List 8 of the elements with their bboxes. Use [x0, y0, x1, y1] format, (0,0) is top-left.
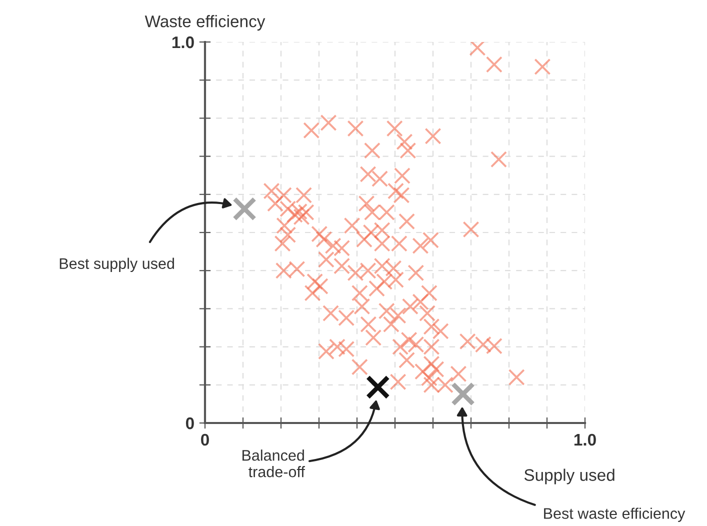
point	[366, 375, 390, 400]
text: Best supply used	[60, 258, 174, 272]
text: Balanced trade-off	[242, 450, 305, 478]
point	[232, 196, 257, 221]
y-axis-title: Waste efficiency	[144, 15, 266, 31]
point	[450, 382, 476, 406]
x-axis-title: Supply used	[524, 468, 614, 484]
text: Best waste efficiency	[544, 508, 686, 522]
